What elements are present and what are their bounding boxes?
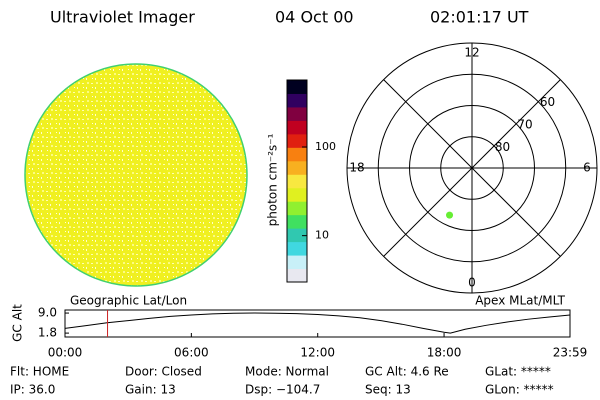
colorbar-step [287,187,307,202]
y-tick-label: 9.0 [38,306,57,320]
x-tick-label: 06:00 [174,346,209,360]
title: Ultraviolet Imager [50,8,195,27]
colorbar-tick-label: 100 [315,140,336,153]
colorbar-step [287,228,307,243]
x-tick-label: 18:00 [427,346,462,360]
polar-ring-label: 70 [517,118,532,132]
colorbar-step [287,120,307,135]
y-axis-label: GC Alt [11,304,25,342]
info-field: GC Alt: 4.6 Re [365,365,449,379]
colorbar-label: photon cm⁻²s⁻¹ [266,133,280,226]
alt-line [64,312,571,334]
polar-ring [377,73,567,263]
polar-ring-label: 80 [495,140,510,154]
info-field: GLat: ***** [485,365,551,379]
colorbar-frame [286,79,308,283]
colorbar-step [287,255,307,270]
info-field: Door: Closed [125,365,202,379]
polar-angle-label: 12 [464,46,479,60]
info-field: IP: 36.0 [10,383,55,397]
info-field: Seq: 13 [365,383,411,397]
polar-point [446,211,454,219]
colorbar-tick-label: 10 [315,229,329,242]
date: 04 Oct 00 [275,8,354,27]
colorbar-step [287,93,307,108]
polar-angle-label: 18 [349,161,364,175]
left-label: Geographic Lat/Lon [70,294,187,308]
info-field: Mode: Normal [245,365,329,379]
y-tick-label: 1.8 [38,326,57,340]
polar-angle-label: 6 [583,161,591,175]
info-field: Dsp: −104.7 [245,383,320,397]
x-tick-label: 00:00 [48,346,83,360]
polar-ring [409,105,535,231]
polar-ring [440,136,504,200]
uv-image [24,63,248,287]
x-tick-label: 23:59 [553,346,588,360]
x-tick-label: 12:00 [300,346,335,360]
colorbar-step [287,268,307,283]
colorbar-step [287,214,307,229]
colorbar-step [287,201,307,216]
colorbar-step [287,160,307,175]
time: 02:01:17 UT [430,8,529,27]
colorbar-step [287,106,307,121]
info-field: GLon: ***** [485,383,554,397]
colorbar-step [287,241,307,256]
polar-angle-label: 0 [468,276,476,290]
colorbar-step [287,147,307,162]
info-field: Flt: HOME [10,365,69,379]
colorbar-step [287,174,307,189]
colorbar-step [287,80,307,94]
info-field: Gain: 13 [125,383,176,397]
right-label: Apex MLat/MLT [475,294,565,308]
colorbar-step [287,133,307,148]
polar-ring-label: 60 [540,95,555,109]
